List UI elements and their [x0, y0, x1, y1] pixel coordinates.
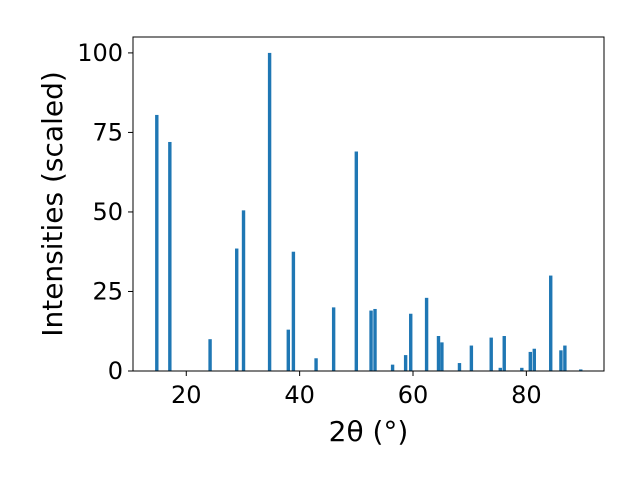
bar: [469, 345, 474, 371]
bar: [168, 141, 172, 371]
bar: [489, 337, 493, 371]
y-tick-label: 0: [108, 357, 123, 385]
x-tick-label: 20: [171, 381, 202, 409]
bar: [532, 348, 536, 371]
y-axis-title: Intensities (scaled): [36, 71, 69, 337]
bar: [520, 367, 524, 371]
plot-frame: [132, 36, 605, 372]
bar: [436, 336, 441, 371]
bar: [354, 151, 359, 371]
y-tick-label: 50: [92, 198, 123, 226]
bar: [409, 313, 413, 371]
bar: [498, 367, 502, 371]
bar: [390, 364, 395, 371]
bar: [549, 275, 553, 371]
bar: [403, 355, 408, 371]
bar: [373, 308, 377, 371]
bar: [155, 114, 159, 371]
x-axis: 20 40 60 80: [171, 371, 542, 409]
bar: [424, 297, 429, 371]
bars: [155, 52, 583, 372]
x-tick-label: 80: [511, 381, 542, 409]
bar: [314, 358, 318, 371]
bar: [208, 339, 212, 371]
bar: [369, 310, 373, 371]
bar: [579, 369, 583, 371]
bar: [235, 248, 239, 371]
x-tick-label: 40: [284, 381, 315, 409]
bar: [291, 251, 296, 371]
bar: [267, 52, 272, 372]
bar: [559, 350, 563, 371]
bar: [457, 363, 462, 371]
y-tick-label: 25: [92, 277, 123, 305]
bar: [440, 342, 444, 371]
bar: [331, 307, 336, 371]
x-tick-label: 60: [398, 381, 429, 409]
bar: [286, 329, 290, 371]
bar: [563, 345, 567, 371]
x-axis-title: 2θ (°): [329, 415, 409, 448]
y-tick-label: 100: [77, 39, 123, 67]
bar: [241, 210, 246, 371]
y-axis: 0 25 50 75 100: [77, 39, 133, 385]
bar: [502, 336, 506, 371]
bar: [528, 351, 533, 371]
y-tick-label: 75: [92, 118, 123, 146]
